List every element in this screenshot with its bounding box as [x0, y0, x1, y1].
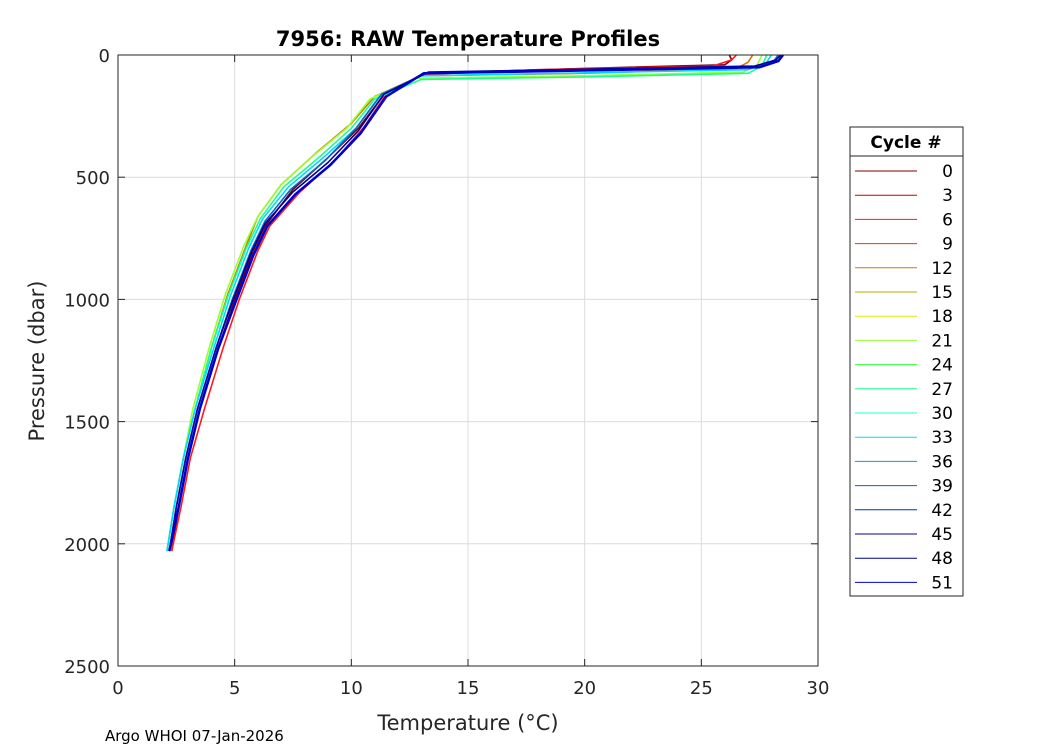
y-tick-label: 0 [99, 46, 110, 67]
legend-box [849, 126, 964, 597]
y-tick-label: 500 [76, 168, 110, 189]
x-tick-label: 30 [807, 678, 830, 699]
legend-entry-label: 21 [931, 331, 953, 351]
y-tick-label: 1000 [64, 290, 110, 311]
profile-lines [166, 54, 784, 552]
legend-entry-label: 0 [942, 162, 953, 182]
legend-entry-label: 33 [931, 428, 953, 448]
legend-entry-label: 3 [942, 186, 953, 206]
x-tick-label: 20 [573, 678, 596, 699]
y-tick-label: 1500 [64, 413, 110, 434]
legend-entry-label: 48 [931, 549, 953, 569]
profile-line-cycle-33 [166, 54, 772, 552]
profile-line-cycle-51 [168, 54, 784, 552]
x-axis-label: Temperature (°C) [376, 711, 558, 735]
grid-lines [118, 55, 818, 666]
legend-title: Cycle # [870, 133, 941, 153]
x-tick-label: 0 [112, 678, 123, 699]
legend-entry-label: 51 [931, 573, 953, 593]
x-axis-ticks: 0 5 10 15 20 25 30 [112, 55, 829, 699]
profile-line-cycle-21 [166, 54, 763, 552]
legend-entry-label: 6 [942, 210, 953, 230]
x-tick-label: 10 [340, 678, 363, 699]
legend-entry-label: 24 [931, 356, 953, 376]
legend-entry-label: 39 [931, 477, 953, 497]
legend-entry-label: 9 [942, 235, 953, 255]
legend-entry-label: 12 [931, 259, 953, 279]
legend-entry-label: 42 [931, 501, 953, 521]
legend-entry-label: 30 [931, 404, 953, 424]
legend-entry-label: 18 [931, 307, 953, 327]
x-tick-label: 25 [690, 678, 713, 699]
y-tick-label: 2000 [64, 535, 110, 556]
y-tick-label: 2500 [64, 657, 110, 678]
x-tick-label: 15 [457, 678, 480, 699]
y-axis-label: Pressure (dbar) [25, 281, 49, 442]
legend-entry-label: 36 [931, 452, 953, 472]
legend-entry-label: 27 [931, 380, 953, 400]
footer-credit: Argo WHOI 07-Jan-2026 [105, 727, 284, 745]
y-axis-ticks: 0 500 1000 1500 2000 2500 [64, 46, 818, 678]
legend-entry-label: 45 [931, 525, 953, 545]
chart-title: 7956: RAW Temperature Profiles [276, 27, 660, 51]
legend-entry-label: 15 [931, 283, 953, 303]
x-tick-label: 5 [229, 678, 240, 699]
